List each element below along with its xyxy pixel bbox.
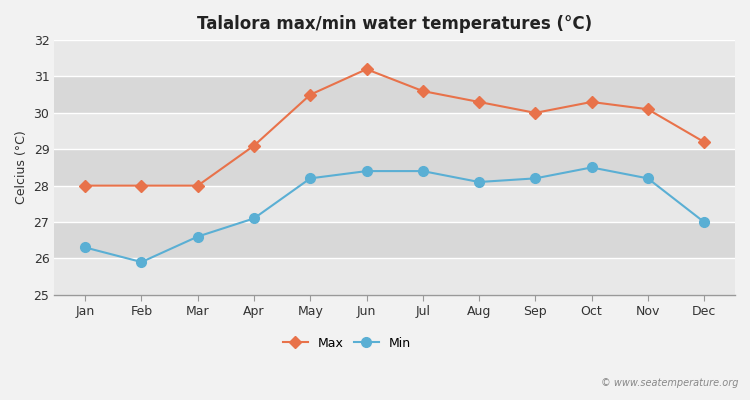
Bar [54,113,735,149]
Line: Min: Min [80,162,709,267]
Text: © www.seatemperature.org: © www.seatemperature.org [602,378,739,388]
Min [194,234,202,239]
Bar [54,186,735,222]
Max [475,100,484,104]
Legend: Max, Min: Max, Min [278,332,416,355]
Max [194,183,202,188]
Max [419,89,428,94]
Bar [54,76,735,113]
Y-axis label: Celcius (°C): Celcius (°C) [15,130,28,204]
Max [700,140,709,144]
Min [419,169,428,174]
Bar [54,40,735,76]
Bar [54,149,735,186]
Max [137,183,146,188]
Bar [54,258,735,295]
Max [531,110,540,115]
Min [531,176,540,181]
Line: Max: Max [81,65,708,190]
Min [587,165,596,170]
Max [306,92,315,97]
Min [306,176,315,181]
Max [587,100,596,104]
Max [81,183,90,188]
Min [81,245,90,250]
Min [362,169,371,174]
Bar [54,222,735,258]
Max [250,143,259,148]
Title: Talalora max/min water temperatures (°C): Talalora max/min water temperatures (°C) [197,15,592,33]
Min [644,176,652,181]
Max [644,107,652,112]
Min [475,180,484,184]
Max [362,67,371,72]
Min [137,260,146,264]
Min [250,216,259,221]
Min [700,220,709,224]
